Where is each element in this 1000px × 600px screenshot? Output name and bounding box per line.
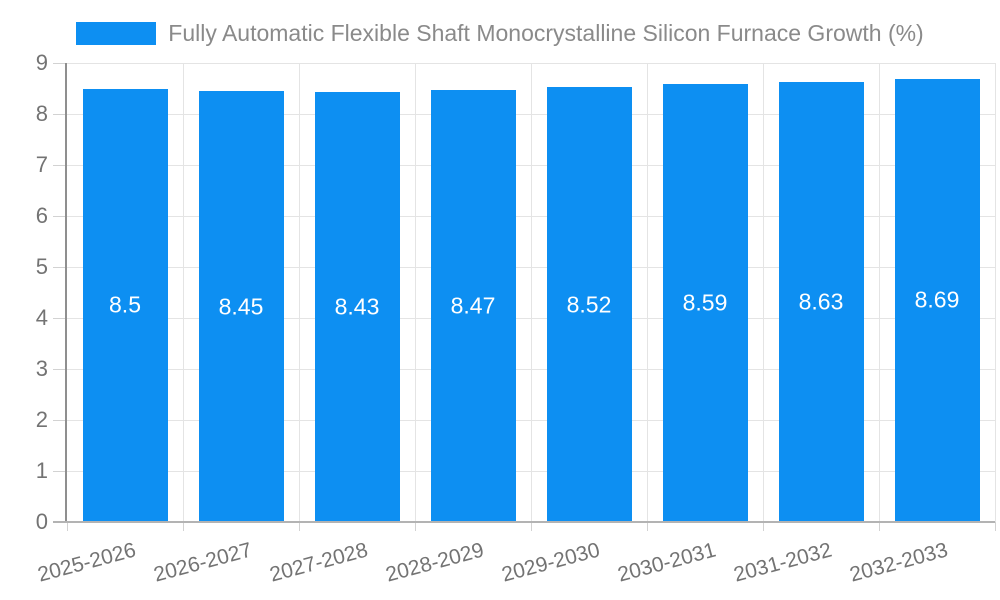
v-gridline [414,63,416,522]
legend-swatch [76,21,157,45]
y-tick [53,317,67,319]
x-tick [878,522,880,531]
y-axis-label: 7 [35,152,48,177]
bar-value-label: 8.45 [218,293,264,320]
bar[interactable]: 8.63 [778,81,864,522]
bar[interactable]: 8.47 [430,90,516,522]
x-tick [414,522,416,531]
y-tick [53,368,67,370]
y-axis-label: 8 [35,101,48,126]
bar-value-label: 8.47 [450,292,496,319]
x-axis-label: 2029-2030 [498,538,602,587]
y-tick [53,470,67,472]
x-axis-label: 2031-2032 [730,538,834,587]
v-gridline [530,63,532,522]
y-axis-label: 0 [35,509,48,534]
x-tick [994,522,996,531]
v-gridline [646,63,648,522]
y-axis-label: 5 [35,254,48,279]
y-tick [53,419,67,421]
bar-value-label: 8.63 [798,288,844,315]
legend-label: Fully Automatic Flexible Shaft Monocryst… [168,19,924,46]
bar[interactable]: 8.52 [546,87,632,522]
x-tick [66,522,68,531]
x-axis-label: 2028-2029 [382,538,486,587]
x-axis-label: 2025-2026 [34,538,138,587]
y-tick [53,266,67,268]
v-gridline [762,63,764,522]
y-axis-label: 4 [35,305,48,330]
y-axis-label: 6 [35,203,48,228]
y-axis-label: 2 [35,407,48,432]
bar[interactable]: 8.45 [198,91,284,522]
x-axis-label: 2026-2027 [150,538,254,587]
x-tick [762,522,764,531]
bar[interactable]: 8.69 [894,78,980,522]
x-tick [182,522,184,531]
y-tick [53,62,67,64]
legend[interactable]: Fully Automatic Flexible Shaft Monocryst… [0,18,1000,48]
x-axis-label: 2027-2028 [266,538,370,587]
y-tick [53,215,67,217]
x-axis-label: 2032-2033 [846,538,950,587]
bar-value-label: 8.59 [682,289,728,316]
v-gridline [182,63,184,522]
v-gridline [994,63,996,522]
bar[interactable]: 8.5 [82,88,168,522]
x-tick [646,522,648,531]
bar-value-label: 8.5 [109,291,141,318]
bar[interactable]: 8.59 [662,83,748,522]
x-axis-label: 2030-2031 [614,538,718,587]
v-gridline [298,63,300,522]
x-tick [530,522,532,531]
y-axis-label: 3 [35,356,48,381]
x-axis-line [53,521,995,523]
v-gridline [878,63,880,522]
bar-value-label: 8.43 [334,293,380,320]
y-axis-line [65,63,67,522]
x-tick [298,522,300,531]
y-axis-label: 9 [35,50,48,75]
bar-value-label: 8.69 [914,286,960,313]
y-tick [53,164,67,166]
bar[interactable]: 8.43 [314,92,400,522]
y-tick [53,113,67,115]
bar-value-label: 8.52 [566,291,612,318]
y-axis-label: 1 [35,458,48,483]
